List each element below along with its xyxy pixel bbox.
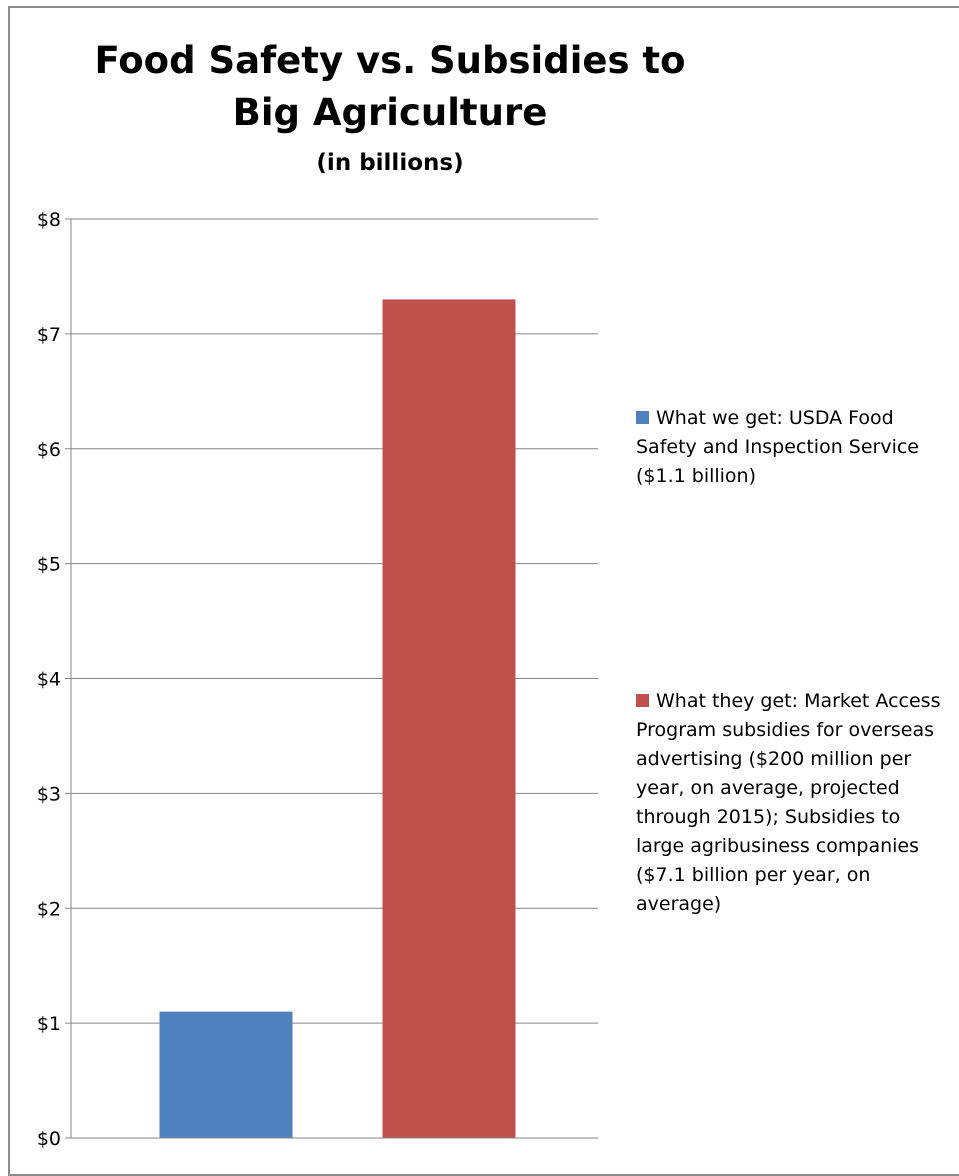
chart-title-line-2: Big Agriculture bbox=[232, 91, 548, 134]
bar-subsidies bbox=[382, 299, 516, 1139]
gridlines bbox=[71, 218, 598, 1024]
y-tick-label: $8 bbox=[37, 209, 61, 231]
legend-label-food-safety: What we get: USDA Food Safety and Inspec… bbox=[636, 407, 919, 487]
chart-title: Food Safety vs. Subsidies to Big Agricul… bbox=[0, 35, 780, 139]
legend-swatch-blue bbox=[636, 411, 649, 424]
y-tick-label: $2 bbox=[37, 898, 61, 920]
y-tick-label: $3 bbox=[37, 783, 61, 805]
chart-subtitle: (in billions) bbox=[316, 150, 464, 176]
legend-swatch-red bbox=[636, 694, 649, 707]
bar-food-safety bbox=[159, 1011, 293, 1138]
y-tick-label: $6 bbox=[37, 439, 61, 461]
legend-label-subsidies: What they get: Market Access Program sub… bbox=[636, 690, 941, 915]
bars bbox=[159, 299, 516, 1139]
legend-item-subsidies: What they get: Market Access Program sub… bbox=[636, 687, 951, 919]
y-tick-label: $1 bbox=[37, 1013, 61, 1035]
y-tick-label: $5 bbox=[37, 554, 61, 576]
chart-title-line-1: Food Safety vs. Subsidies to bbox=[94, 39, 686, 82]
y-tick-label: $0 bbox=[37, 1128, 61, 1150]
y-axis-ticks: $0 $1 $2 $3 $4 $5 $6 $7 $8 bbox=[37, 209, 71, 1150]
y-tick-label: $7 bbox=[37, 324, 61, 346]
y-tick-label: $4 bbox=[37, 669, 61, 691]
legend-item-food-safety: What we get: USDA Food Safety and Inspec… bbox=[636, 404, 951, 491]
